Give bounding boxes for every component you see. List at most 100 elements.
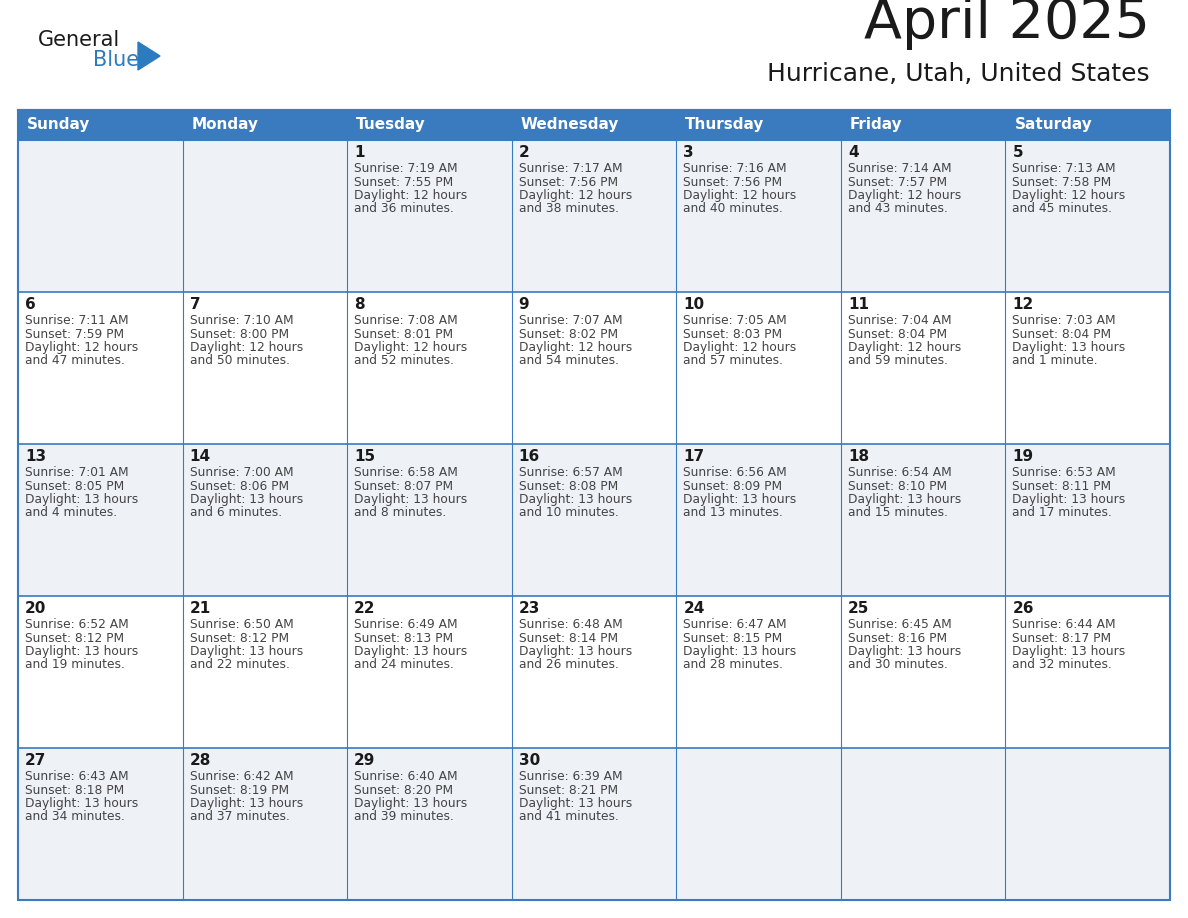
Text: and 37 minutes.: and 37 minutes. (190, 811, 290, 823)
Text: 26: 26 (1012, 601, 1034, 616)
Text: 7: 7 (190, 297, 201, 312)
Text: Sunrise: 6:52 AM: Sunrise: 6:52 AM (25, 618, 128, 631)
Bar (676, 140, 841, 292)
Bar (676, 292, 841, 444)
Bar (18, 110, 183, 140)
Text: Sunrise: 6:47 AM: Sunrise: 6:47 AM (683, 618, 786, 631)
Text: Daylight: 13 hours: Daylight: 13 hours (683, 493, 796, 506)
Text: 8: 8 (354, 297, 365, 312)
Text: Sunrise: 7:00 AM: Sunrise: 7:00 AM (190, 466, 293, 479)
Text: Friday: Friday (849, 118, 903, 132)
Text: 13: 13 (25, 449, 46, 464)
Text: 19: 19 (1012, 449, 1034, 464)
Text: 25: 25 (848, 601, 870, 616)
Text: and 39 minutes.: and 39 minutes. (354, 811, 454, 823)
Text: Sunset: 8:20 PM: Sunset: 8:20 PM (354, 783, 454, 797)
Text: 23: 23 (519, 601, 541, 616)
Text: and 10 minutes.: and 10 minutes. (519, 507, 619, 520)
Bar (18, 748, 183, 900)
Text: April 2025: April 2025 (864, 0, 1150, 50)
Text: and 26 minutes.: and 26 minutes. (519, 658, 619, 671)
Bar (183, 596, 347, 748)
Text: and 43 minutes.: and 43 minutes. (848, 203, 948, 216)
Bar (841, 292, 1005, 444)
Text: and 59 minutes.: and 59 minutes. (848, 354, 948, 367)
Text: Sunset: 8:15 PM: Sunset: 8:15 PM (683, 632, 783, 644)
Text: Sunrise: 7:03 AM: Sunrise: 7:03 AM (1012, 314, 1116, 327)
Text: and 8 minutes.: and 8 minutes. (354, 507, 447, 520)
Text: Daylight: 13 hours: Daylight: 13 hours (848, 493, 961, 506)
Text: Wednesday: Wednesday (520, 118, 619, 132)
Bar (183, 110, 347, 140)
Text: Daylight: 13 hours: Daylight: 13 hours (1012, 341, 1126, 354)
Text: Sunrise: 6:39 AM: Sunrise: 6:39 AM (519, 770, 623, 783)
Text: 6: 6 (25, 297, 36, 312)
Text: Sunset: 7:56 PM: Sunset: 7:56 PM (683, 175, 783, 188)
Text: Sunset: 8:00 PM: Sunset: 8:00 PM (190, 328, 289, 341)
Text: Sunrise: 6:53 AM: Sunrise: 6:53 AM (1012, 466, 1117, 479)
Text: and 13 minutes.: and 13 minutes. (683, 507, 783, 520)
Bar (512, 292, 676, 444)
Text: Sunset: 8:02 PM: Sunset: 8:02 PM (519, 328, 618, 341)
Text: Daylight: 13 hours: Daylight: 13 hours (848, 645, 961, 658)
Bar (676, 110, 841, 140)
Bar (1005, 596, 1170, 748)
Text: Daylight: 13 hours: Daylight: 13 hours (683, 645, 796, 658)
Text: and 15 minutes.: and 15 minutes. (848, 507, 948, 520)
Text: Sunrise: 6:49 AM: Sunrise: 6:49 AM (354, 618, 457, 631)
Bar (512, 596, 676, 748)
Polygon shape (138, 42, 160, 70)
Bar (676, 444, 841, 596)
Bar (18, 292, 183, 444)
Bar (676, 596, 841, 748)
Text: Sunday: Sunday (27, 118, 90, 132)
Text: Sunrise: 6:56 AM: Sunrise: 6:56 AM (683, 466, 786, 479)
Text: Daylight: 13 hours: Daylight: 13 hours (190, 645, 303, 658)
Text: and 28 minutes.: and 28 minutes. (683, 658, 783, 671)
Text: and 54 minutes.: and 54 minutes. (519, 354, 619, 367)
Text: and 1 minute.: and 1 minute. (1012, 354, 1098, 367)
Text: and 6 minutes.: and 6 minutes. (190, 507, 282, 520)
Text: Sunrise: 7:04 AM: Sunrise: 7:04 AM (848, 314, 952, 327)
Text: and 32 minutes.: and 32 minutes. (1012, 658, 1112, 671)
Text: Sunrise: 6:44 AM: Sunrise: 6:44 AM (1012, 618, 1116, 631)
Text: Sunset: 8:10 PM: Sunset: 8:10 PM (848, 479, 947, 492)
Bar (347, 748, 512, 900)
Text: Monday: Monday (191, 118, 259, 132)
Text: 12: 12 (1012, 297, 1034, 312)
Bar (1005, 140, 1170, 292)
Text: Sunrise: 7:07 AM: Sunrise: 7:07 AM (519, 314, 623, 327)
Text: Daylight: 12 hours: Daylight: 12 hours (683, 189, 796, 202)
Bar (183, 292, 347, 444)
Text: Sunrise: 7:19 AM: Sunrise: 7:19 AM (354, 162, 457, 175)
Text: Daylight: 13 hours: Daylight: 13 hours (519, 797, 632, 810)
Bar (183, 444, 347, 596)
Text: Sunset: 8:06 PM: Sunset: 8:06 PM (190, 479, 289, 492)
Text: Sunrise: 7:08 AM: Sunrise: 7:08 AM (354, 314, 457, 327)
Bar (183, 748, 347, 900)
Text: Daylight: 13 hours: Daylight: 13 hours (1012, 645, 1126, 658)
Text: and 30 minutes.: and 30 minutes. (848, 658, 948, 671)
Text: 28: 28 (190, 753, 211, 768)
Bar (841, 140, 1005, 292)
Text: Blue: Blue (93, 50, 139, 70)
Text: Sunset: 8:01 PM: Sunset: 8:01 PM (354, 328, 454, 341)
Text: Daylight: 13 hours: Daylight: 13 hours (519, 645, 632, 658)
Text: Sunset: 8:17 PM: Sunset: 8:17 PM (1012, 632, 1112, 644)
Text: Daylight: 13 hours: Daylight: 13 hours (25, 493, 138, 506)
Text: Saturday: Saturday (1015, 118, 1092, 132)
Text: 27: 27 (25, 753, 46, 768)
Text: Daylight: 12 hours: Daylight: 12 hours (354, 189, 467, 202)
Text: Sunset: 8:16 PM: Sunset: 8:16 PM (848, 632, 947, 644)
Text: and 19 minutes.: and 19 minutes. (25, 658, 125, 671)
Text: Sunrise: 7:05 AM: Sunrise: 7:05 AM (683, 314, 786, 327)
Text: 16: 16 (519, 449, 541, 464)
Text: Sunset: 8:21 PM: Sunset: 8:21 PM (519, 783, 618, 797)
Bar (512, 110, 676, 140)
Text: 3: 3 (683, 145, 694, 160)
Text: and 34 minutes.: and 34 minutes. (25, 811, 125, 823)
Text: Sunrise: 6:58 AM: Sunrise: 6:58 AM (354, 466, 459, 479)
Text: Sunset: 8:09 PM: Sunset: 8:09 PM (683, 479, 783, 492)
Text: Sunrise: 6:50 AM: Sunrise: 6:50 AM (190, 618, 293, 631)
Text: Daylight: 12 hours: Daylight: 12 hours (848, 341, 961, 354)
